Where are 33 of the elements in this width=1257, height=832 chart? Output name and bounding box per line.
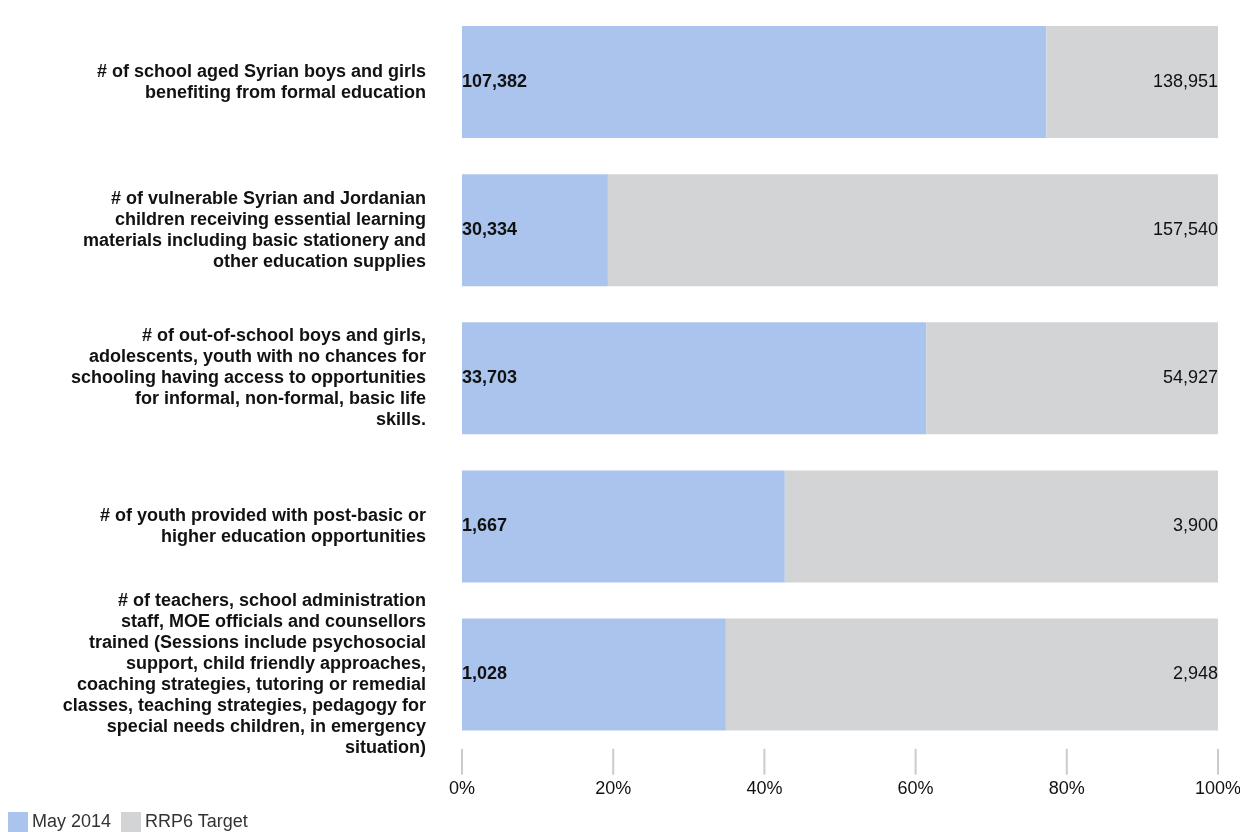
x-tick-label: 60% <box>897 777 934 798</box>
bar <box>784 470 1218 583</box>
bar <box>462 470 785 583</box>
x-tick-label: 100% <box>1194 777 1242 798</box>
annotation: 1,028 <box>462 663 508 684</box>
y-tick-label: # of vulnerable Syrian and Jordanian children receiving essential learning materials including basic stationery and other education supplies <box>82 187 426 271</box>
legend-label: RRP6 Target <box>145 810 248 831</box>
bar <box>607 174 1218 287</box>
x-tick-label: 0% <box>448 777 476 798</box>
annotation: 1,667 <box>462 515 508 536</box>
bar <box>462 174 608 287</box>
y-tick-label: # of school aged Syrian boys and girls benefiting from formal education <box>96 60 426 102</box>
bar <box>1046 26 1218 138</box>
y-tick-label: # of out-of-school boys and girls, adolescents, youth with no chances for schooling having access to opportunities for informal, non-formal, basic life skills. <box>70 325 426 430</box>
annotation: 30,334 <box>462 218 518 239</box>
annotation: 2,948 <box>1172 663 1218 684</box>
x-tick-label: 20% <box>595 777 632 798</box>
bar <box>926 322 1218 435</box>
bar <box>462 618 726 731</box>
bar <box>462 322 927 435</box>
y-tick-label: # of youth provided with post-basic or higher education opportunities <box>99 504 426 546</box>
annotation: 138,951 <box>1152 70 1218 91</box>
annotation: 107,382 <box>462 70 528 91</box>
x-tick-label: 40% <box>746 777 783 798</box>
annotation: 33,703 <box>462 367 518 388</box>
annotation: 54,927 <box>1162 367 1218 388</box>
y-tick-label: # of teachers, school administration staff, MOE officials and counsellors trained (Sessions include psychosocial support, child friendly approaches, coaching strategies, tutoring or remedial classes, teaching strategies, pedagogy for special needs children, in emergency situation) <box>62 589 426 757</box>
x-tick-label: 80% <box>1048 777 1085 798</box>
bar <box>462 26 1047 138</box>
annotation: 3,900 <box>1172 515 1218 536</box>
legend-label: May 2014 <box>32 810 112 831</box>
annotation: 157,540 <box>1152 218 1218 239</box>
bar <box>725 618 1218 731</box>
